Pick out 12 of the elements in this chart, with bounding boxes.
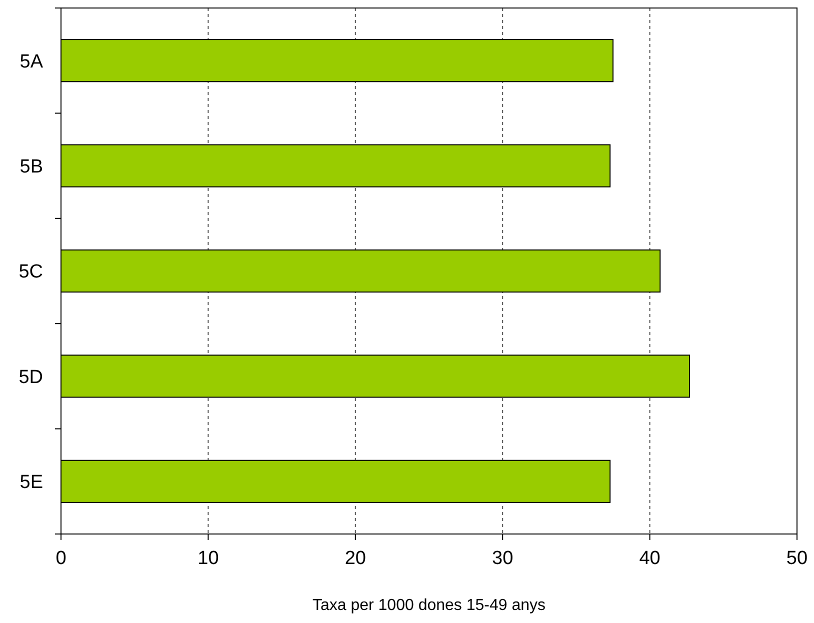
y-tick-label: 5E [20,472,43,494]
x-tick-label: 30 [492,548,514,569]
y-tick-label: 5C [18,262,43,283]
y-tick-label: 5B [20,156,43,178]
x-tick-label: 20 [344,548,366,569]
x-tick-label: 50 [786,548,808,569]
x-axis-title: Taxa per 1000 dones 15-49 anys [312,597,546,614]
x-tick-label: 10 [198,548,219,569]
x-tick-label: 40 [639,548,660,569]
y-tick-label: 5A [20,51,44,72]
x-tick-label: 0 [56,548,66,569]
y-tick-label: 5D [18,366,43,388]
